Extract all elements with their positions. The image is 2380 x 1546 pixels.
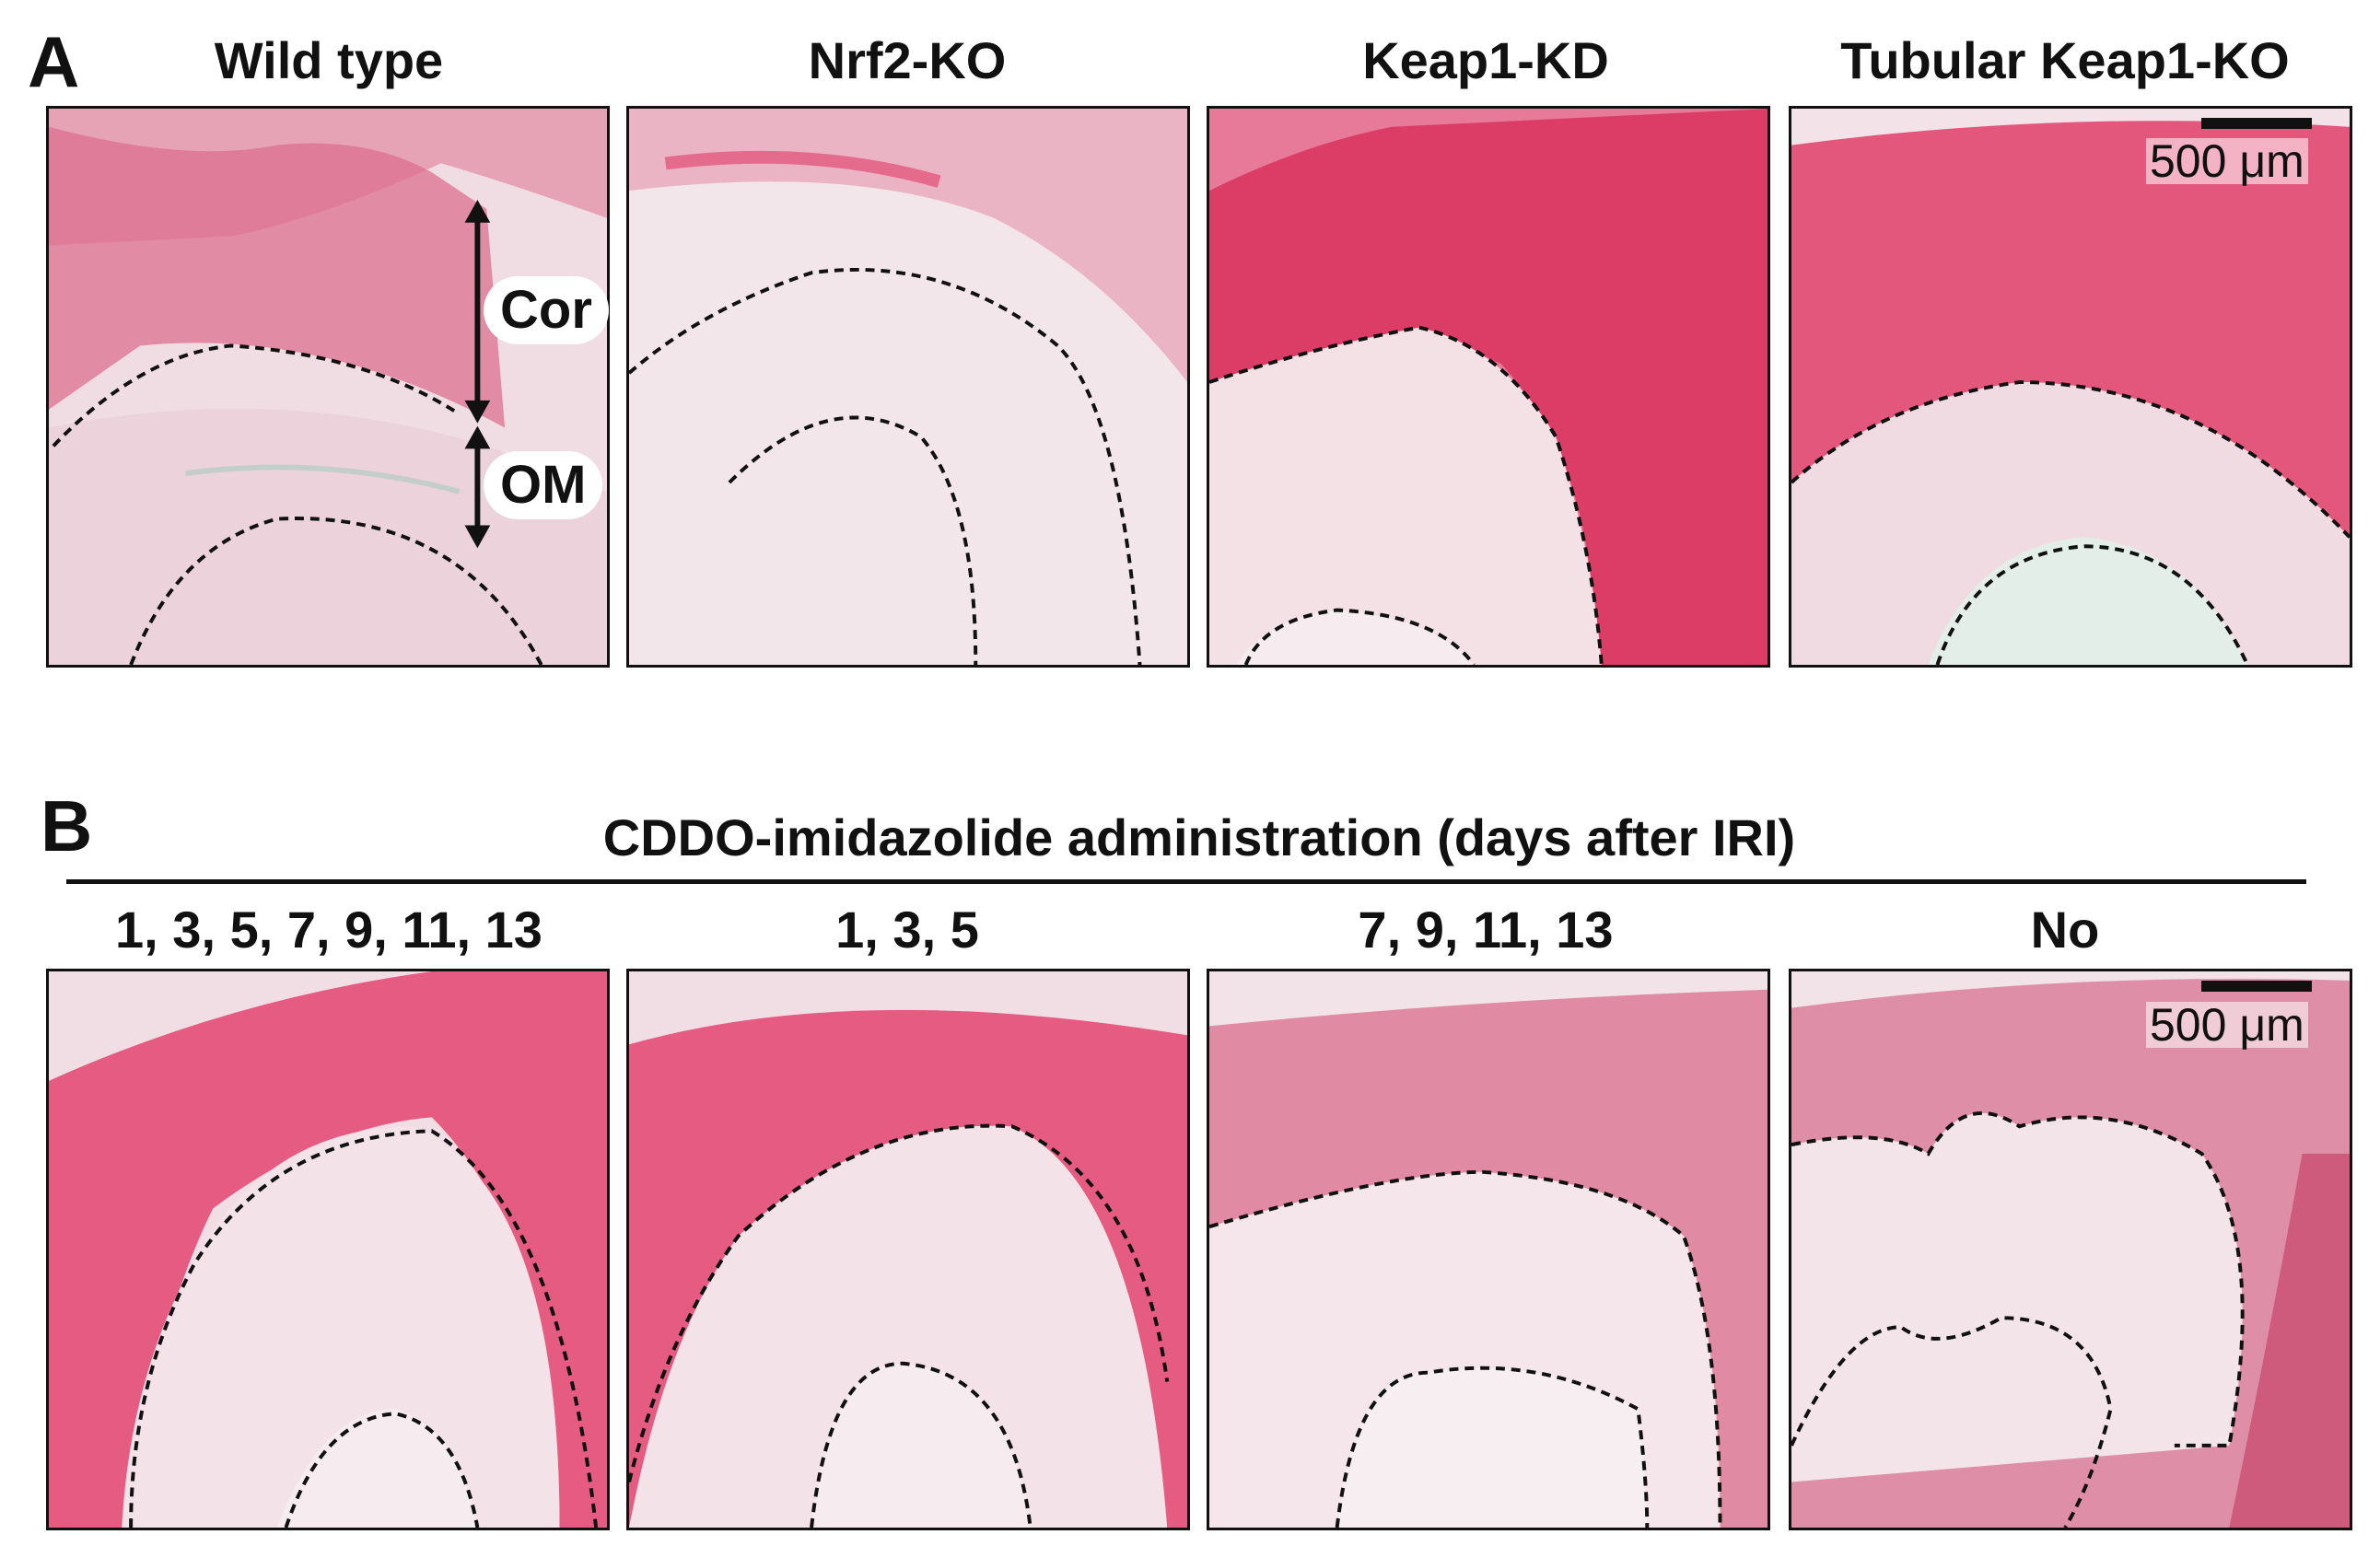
scale-label-a: 500 μm — [2146, 138, 2308, 184]
title-nrf2-ko: Nrf2-KO — [808, 31, 1007, 89]
micrograph-keap1-kd — [1207, 106, 1770, 668]
panel-b-header: CDDO-imidazolide administration (days af… — [602, 808, 1796, 866]
title-keap1-kd: Keap1-KD — [1362, 31, 1609, 89]
title-days-all: 1, 3, 5, 7, 9, 11, 13 — [115, 901, 542, 959]
micrograph-nrf2-ko — [626, 106, 1190, 668]
micrograph-cddo-days-7-13 — [1207, 969, 1770, 1530]
micrograph-wild-type — [46, 106, 610, 668]
title-days-none: No — [2030, 901, 2100, 959]
scale-bar-a — [2201, 118, 2312, 129]
title-days-late: 7, 9, 11, 13 — [1358, 901, 1614, 959]
title-days-early: 1, 3, 5 — [835, 901, 979, 959]
annotation-cortex: Cor — [484, 276, 609, 344]
title-wild-type: Wild type — [214, 31, 444, 89]
annotation-outer-medulla: OM — [484, 451, 603, 519]
panel-b-rule — [66, 879, 2306, 884]
micrograph-cddo-all-days — [46, 969, 610, 1530]
title-tubular-keap1-ko: Tubular Keap1-KO — [1840, 31, 2290, 89]
panel-b-letter: B — [41, 785, 93, 866]
scale-label-b: 500 μm — [2146, 1002, 2308, 1048]
panel-a-letter: A — [28, 21, 80, 102]
scale-bar-b — [2201, 981, 2312, 992]
micrograph-tubular-keap1-ko — [1789, 106, 2352, 668]
micrograph-cddo-days-1-5 — [626, 969, 1190, 1530]
micrograph-no-cddo — [1789, 969, 2352, 1530]
